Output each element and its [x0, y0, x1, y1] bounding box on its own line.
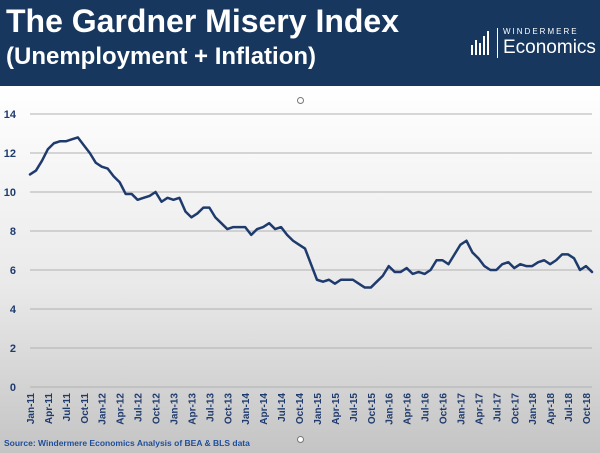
x-tick-label: Oct-15 — [367, 393, 378, 425]
y-tick-label: 0 — [10, 382, 16, 394]
y-tick-label: 14 — [4, 109, 17, 121]
x-tick-label: Apr-12 — [116, 393, 127, 425]
x-tick-label: Apr-18 — [546, 393, 557, 425]
x-tick-labels: Jan-11 Apr-11 Jul-11 Oct-11 Jan-12 Apr-12 Jul-… — [26, 393, 593, 425]
gridlines — [30, 113, 592, 388]
y-tick-label: 4 — [10, 304, 17, 316]
x-tick-label: Jul-18 — [564, 393, 575, 422]
x-tick-label: Oct-16 — [439, 393, 450, 425]
bar-chart-logo-icon — [471, 31, 489, 55]
x-tick-label: Oct-12 — [152, 393, 163, 425]
x-tick-label: Jan-16 — [385, 393, 396, 425]
y-tick-label: 10 — [4, 187, 16, 199]
x-tick-label: Jul-17 — [492, 393, 503, 422]
series-group — [28, 136, 594, 289]
chart-title: The Gardner Misery Index — [6, 3, 400, 39]
x-tick-label: Jul-11 — [62, 393, 73, 422]
x-tick-label: Oct-13 — [223, 393, 234, 425]
x-tick-label: Oct-18 — [582, 393, 593, 425]
y-tick-labels: 0 2 4 6 8 10 12 14 — [4, 109, 17, 394]
series-line-misery-index — [28, 136, 594, 289]
x-tick-label: Jan-12 — [98, 393, 109, 425]
plot-area: 0 2 4 6 8 10 12 14 Jan-11 Apr-11 Jul-11 Oct-11 Jan-… — [0, 86, 600, 453]
x-tick-label: Jan-13 — [169, 393, 180, 425]
x-tick-label: Jul-16 — [421, 393, 432, 422]
x-tick-label: Jul-15 — [349, 393, 360, 422]
brand-name-top: WINDERMERE — [503, 27, 579, 36]
x-tick-label: Oct-11 — [80, 393, 91, 424]
resize-handle-bottom[interactable] — [297, 436, 304, 443]
x-tick-label: Apr-13 — [187, 393, 198, 425]
x-tick-label: Apr-17 — [474, 393, 485, 425]
x-tick-label: Jul-13 — [205, 393, 216, 422]
header-banner: The Gardner Misery Index (Unemployment +… — [0, 0, 600, 86]
chart-subtitle: (Unemployment + Inflation) — [6, 43, 317, 70]
y-tick-label: 2 — [10, 343, 16, 355]
x-tick-label: Jan-18 — [528, 393, 539, 425]
x-tick-label: Apr-11 — [44, 393, 55, 425]
x-tick-label: Jan-15 — [313, 393, 324, 425]
x-tick-label: Jan-14 — [241, 393, 252, 425]
x-tick-label: Apr-16 — [403, 393, 414, 425]
source-note: Source: Windermere Economics Analysis of… — [4, 438, 250, 448]
y-tick-label: 8 — [10, 226, 16, 238]
x-tick-label: Jan-17 — [456, 393, 467, 425]
x-tick-label: Jul-12 — [134, 393, 145, 422]
resize-handle-top[interactable] — [297, 97, 304, 104]
brand-name-bottom: Economics — [503, 37, 596, 58]
brand-divider — [497, 28, 498, 58]
x-tick-label: Apr-15 — [331, 393, 342, 425]
x-tick-label: Oct-17 — [510, 393, 521, 425]
y-tick-label: 12 — [4, 148, 16, 160]
brand-logo: WINDERMERE Economics — [470, 24, 596, 64]
x-tick-label: Oct-14 — [295, 393, 306, 425]
x-tick-label: Jul-14 — [277, 393, 288, 422]
x-tick-label: Jan-11 — [26, 393, 37, 425]
y-tick-label: 6 — [10, 265, 16, 277]
x-tick-label: Apr-14 — [259, 393, 270, 425]
